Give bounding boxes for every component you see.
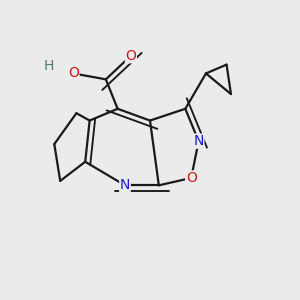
Text: O: O [186,171,197,185]
Text: O: O [125,49,136,63]
Text: N: N [194,134,204,148]
Text: H: H [43,59,54,73]
Text: O: O [68,66,79,80]
Text: N: N [120,178,130,192]
